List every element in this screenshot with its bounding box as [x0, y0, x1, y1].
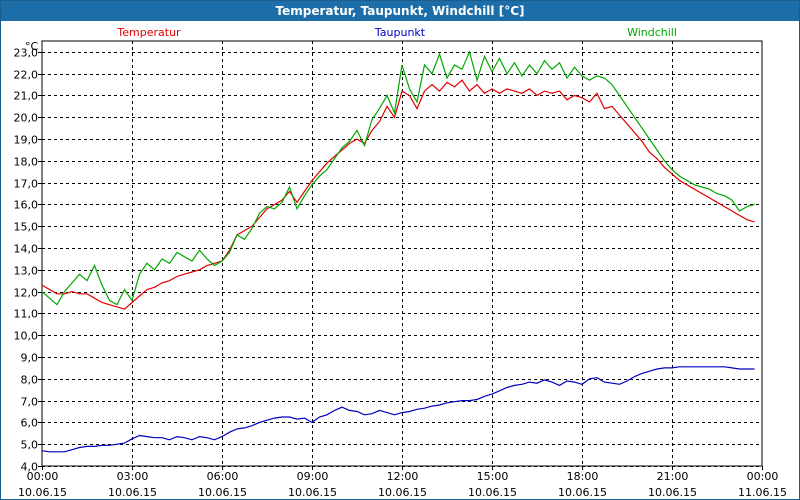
y-tick-label: 22,0: [14, 69, 39, 82]
y-tick-label: 21,0: [14, 90, 39, 103]
y-tick-label: 9,0: [21, 352, 39, 365]
x-tick-label-time: 12:00: [387, 470, 419, 483]
y-tick-label: 20,0: [14, 112, 39, 125]
y-tick-label: 12,0: [14, 287, 39, 300]
y-tick-label: 23,0: [14, 47, 39, 60]
legend-taupunkt: Taupunkt: [374, 26, 426, 39]
y-tick-label: 7,0: [21, 396, 39, 409]
y-tick-label: 19,0: [14, 134, 39, 147]
series-line-taupunkt: [41, 366, 755, 453]
x-tick-label-date: 10.06.15: [198, 486, 247, 499]
y-tick-label: 14,0: [14, 243, 39, 256]
x-tick-label-time: 00:00: [27, 470, 59, 483]
y-tick-label: 13,0: [14, 265, 39, 278]
y-tick-label: 10,0: [14, 330, 39, 343]
x-tick-label-time: 15:00: [477, 470, 509, 483]
legend-temperatur: Temperatur: [116, 26, 181, 39]
x-tick-label-time: 06:00: [207, 470, 239, 483]
x-tick-label-time: 09:00: [297, 470, 329, 483]
x-tick-label-date: 10.06.15: [558, 486, 607, 499]
y-axis-unit: °C: [25, 40, 39, 53]
x-tick-label-date: 10.06.15: [288, 486, 337, 499]
x-tick-label-time: 00:00: [747, 470, 779, 483]
window-title: Temperatur, Taupunkt, Windchill [°C]: [1, 1, 799, 21]
x-tick-label-date: 11.06.15: [738, 486, 787, 499]
y-tick-label: 15,0: [14, 221, 39, 234]
x-tick-label-time: 03:00: [117, 470, 149, 483]
series-line-windchill: [41, 50, 755, 306]
x-tick-label-date: 10.06.15: [18, 486, 67, 499]
x-tick-label-date: 10.06.15: [108, 486, 157, 499]
y-tick-label: 4,0: [21, 461, 39, 474]
y-tick-label: 8,0: [21, 374, 39, 387]
y-tick-label: 17,0: [14, 178, 39, 191]
x-tick-label-time: 18:00: [567, 470, 599, 483]
x-tick-label-date: 10.06.15: [378, 486, 427, 499]
y-tick-label: 18,0: [14, 156, 39, 169]
x-tick-label-date: 10.06.15: [468, 486, 517, 499]
y-tick-label: 5,0: [21, 439, 39, 452]
series-line-temperatur: [41, 79, 755, 310]
x-tick-label-date: 10.06.15: [648, 486, 697, 499]
y-tick-label: 16,0: [14, 199, 39, 212]
y-tick-label: 11,0: [14, 308, 39, 321]
y-tick-label: 6,0: [21, 417, 39, 430]
legend-windchill: Windchill: [627, 26, 677, 39]
x-tick-label-time: 21:00: [657, 470, 689, 483]
